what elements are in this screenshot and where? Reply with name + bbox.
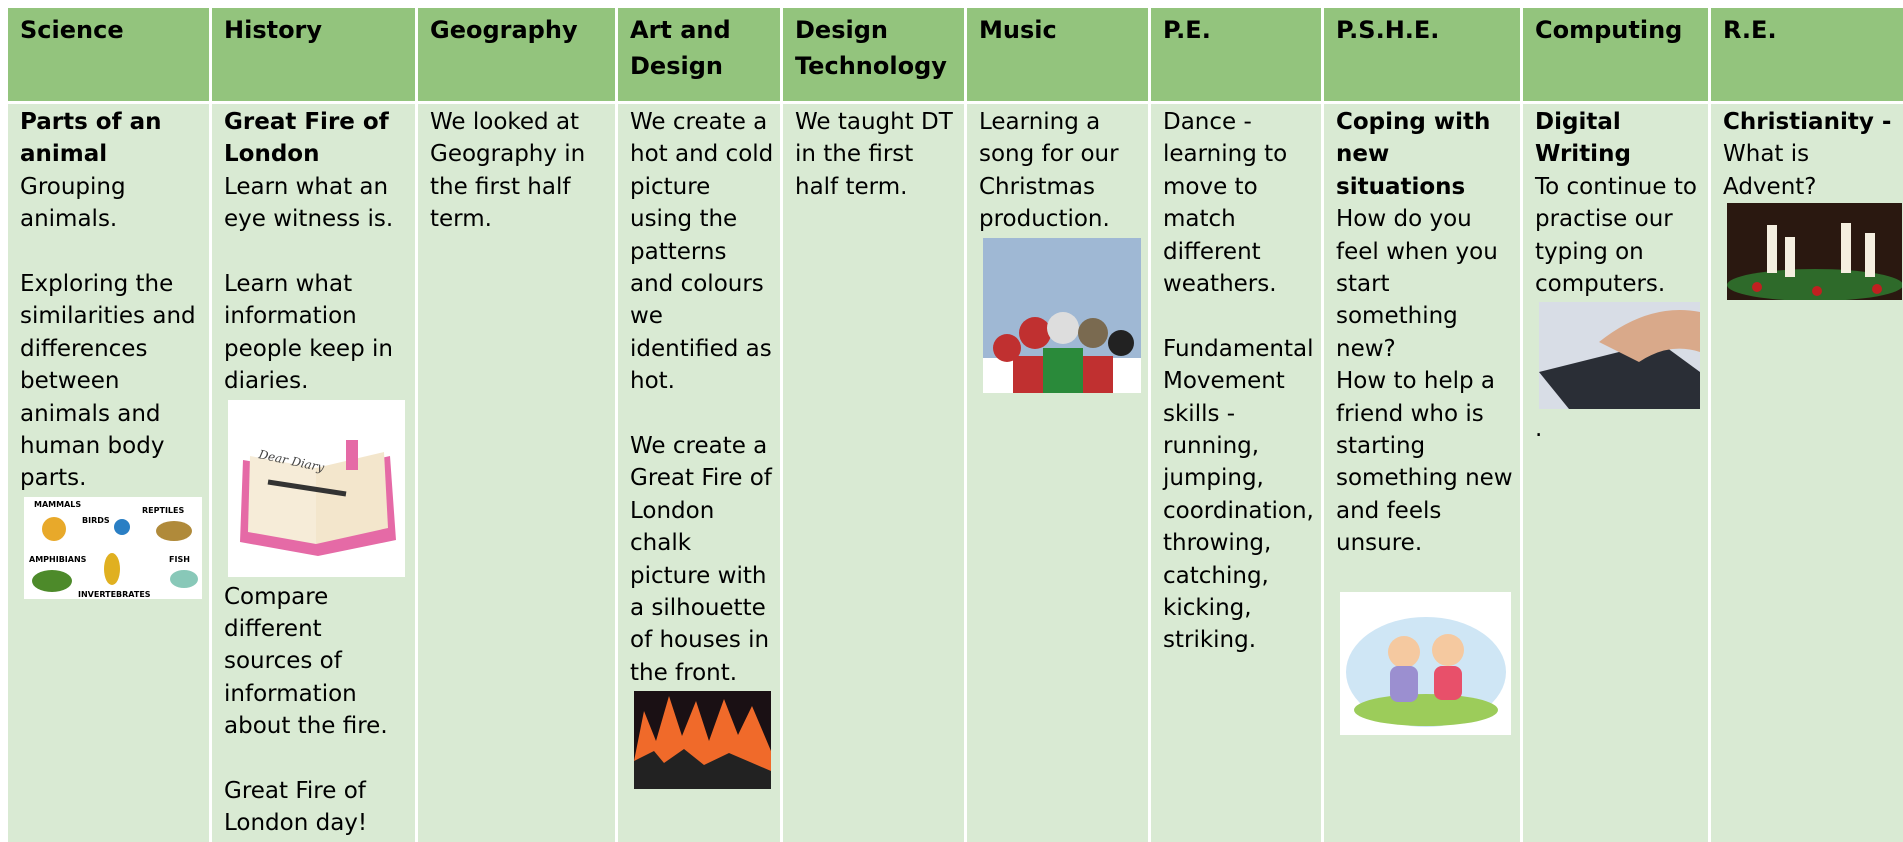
paragraph: Fundamental Movement skills - running, j… [1163, 335, 1314, 654]
paragraph: Learning a song for our Christmas produc… [979, 109, 1119, 233]
paragraph: Dance - learning to move to match differ… [1163, 109, 1288, 298]
animals-image: MAMMALS BIRDS REPTILES AMPHIBIANS FISH I… [24, 496, 202, 599]
paragraph: To continue to practise our typing on co… [1535, 173, 1697, 298]
column: Geography We looked at Geography in the … [418, 8, 618, 842]
column: P.E. Dance - learning to move to match d… [1151, 8, 1324, 842]
column-body: Christianity - What is Advent? [1711, 104, 1903, 842]
column: Art and Design We create a hot and cold … [618, 8, 783, 842]
column-body: Digital Writing To continue to practise o… [1523, 104, 1708, 842]
topic-title: Christianity - [1723, 109, 1892, 135]
paragraph: We create a Great Fire of London chalk p… [630, 433, 772, 686]
image-label: MAMMALS [34, 500, 81, 509]
advent-candles-image [1727, 203, 1902, 301]
singers-image [983, 237, 1141, 393]
column-header: R.E. [1711, 8, 1903, 104]
column-header: P.E. [1151, 8, 1321, 104]
paragraph: Exploring the similarities and differenc… [20, 271, 196, 492]
paragraph: Grouping animals. [20, 173, 126, 233]
column-header: Design Technology [783, 8, 964, 104]
paragraph: We create a hot and cold picture using t… [630, 109, 774, 395]
column-header: Music [967, 8, 1148, 104]
image-label: FISH [169, 555, 190, 564]
column: Science Parts of an animal Grouping anima… [8, 8, 212, 842]
image-label: REPTILES [142, 506, 184, 515]
paragraph: How to help a friend who is starting som… [1336, 368, 1513, 557]
fire-picture [634, 691, 771, 790]
paragraph: Learn what an eye witness is. [224, 173, 394, 233]
column-body: Dance - learning to move to match differ… [1151, 104, 1321, 842]
column-body: Coping with new situations How do you fee… [1324, 104, 1520, 842]
column-header: P.S.H.E. [1324, 8, 1520, 104]
column-body: Parts of an animal Grouping animals. Expl… [8, 104, 209, 842]
column: R.E. Christianity - What is Advent? [1711, 8, 1903, 842]
column-body: Learning a song for our Christmas produc… [967, 104, 1148, 842]
topic-title: Digital Writing [1535, 109, 1631, 168]
column: Computing Digital Writing To continue to … [1523, 8, 1711, 842]
paragraph: Great Fire of London day! [224, 778, 368, 837]
column-header: Science [8, 8, 209, 104]
column-header: Geography [418, 8, 615, 104]
paragraph: . [1535, 416, 1543, 443]
image-label: INVERTEBRATES [78, 590, 151, 599]
column-header: Art and Design [618, 8, 780, 104]
paragraph: How do you feel when you start something… [1336, 206, 1498, 362]
column: P.S.H.E. Coping with new situations How d… [1324, 8, 1523, 842]
column-body: Great Fire of London Learn what an eye wi… [212, 104, 415, 842]
topic-title: Coping with new situations [1336, 109, 1491, 200]
column: History Great Fire of London Learn what a… [212, 8, 418, 842]
typing-image [1539, 302, 1700, 410]
image-label: AMPHIBIANS [29, 555, 87, 564]
paragraph: Compare different sources of information… [224, 583, 388, 740]
paragraph: What is Advent? [1723, 141, 1817, 200]
column-header: History [212, 8, 415, 104]
column-body: We taught DT in the first half term. [783, 104, 964, 842]
column-header: Computing [1523, 8, 1708, 104]
diary-image: Dear Diary [228, 399, 405, 577]
image-label: BIRDS [82, 516, 110, 525]
curriculum-table: Science Parts of an animal Grouping anima… [8, 8, 1903, 842]
column-body: We create a hot and cold picture using t… [618, 104, 780, 842]
paragraph: Learn what information people keep in di… [224, 271, 393, 395]
paragraph: We taught DT in the first half term. [795, 109, 953, 200]
column: Design Technology We taught DT in the fi… [783, 8, 967, 842]
friends-image [1340, 592, 1511, 736]
paragraph: We looked at Geography in the first half… [430, 109, 586, 233]
topic-title: Great Fire of London [224, 109, 389, 168]
topic-title: Parts of an animal [20, 109, 162, 168]
column: Music Learning a song for our Christmas … [967, 8, 1151, 842]
column-body: We looked at Geography in the first half… [418, 104, 615, 842]
